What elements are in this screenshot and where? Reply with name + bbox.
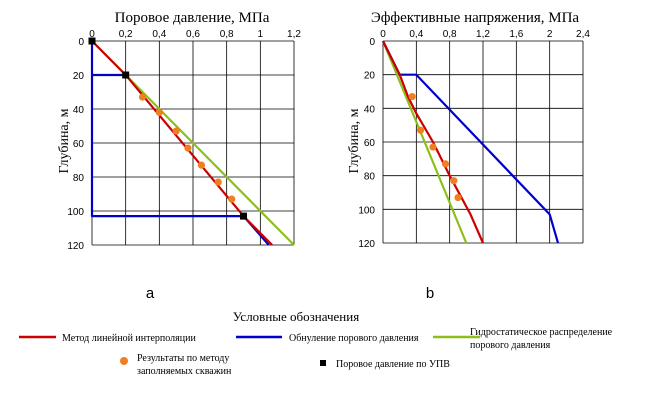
chart-b-x-tick-label: 2 [547, 29, 553, 40]
legend-label-hydro-1: Гидростатическое распределение [470, 327, 613, 338]
chart-a: Поровое давление, МПа 0 0,2 0,4 0,6 0,8 1 1,2 … [57, 10, 301, 302]
chart-b-y-tick-label: 40 [364, 104, 376, 115]
legend-label-wells-1: Результаты по методу [137, 353, 229, 364]
chart-a-point-upv [88, 37, 96, 45]
legend-title: Условные обозначения [233, 309, 359, 324]
legend-label-zeroing: Обнуление порового давления [289, 333, 419, 344]
legend-swatch-wells [120, 357, 128, 365]
chart-b-y-axis-label: Глубина, м [347, 108, 362, 173]
legend-label-wells-2: заполняемых скважин [137, 366, 232, 377]
chart-b: Эффективные напряжения, МПа 0 0,4 0,8 1,2 1,… [347, 10, 590, 302]
chart-a-point-wells [184, 144, 192, 152]
chart-a-point-upv [240, 212, 247, 220]
chart-a-y-tick-label: 120 [67, 241, 84, 252]
chart-b-series [381, 40, 560, 244]
chart-a-y-tick-label: 40 [73, 105, 85, 116]
chart-b-x-tick-label: 2,4 [576, 29, 590, 40]
chart-a-y-tick-label: 80 [73, 173, 85, 184]
chart-b-y-ticks: 0 20 40 60 80 100 120 [358, 37, 375, 250]
chart-b-grid [382, 40, 584, 244]
chart-b-x-tick-label: 0,8 [443, 29, 457, 40]
legend-label-upv: Поровое давление по УПВ [336, 359, 450, 370]
chart-b-y-tick-label: 0 [369, 37, 375, 48]
chart-a-x-tick-label: 0,2 [119, 29, 133, 40]
chart-a-y-tick-label: 20 [73, 71, 85, 82]
chart-a-x-tick-label: 1,2 [287, 29, 301, 40]
chart-a-point-wells [138, 93, 147, 101]
chart-b-y-tick-label: 100 [358, 205, 375, 216]
chart-a-x-tick-label: 0 [89, 29, 95, 40]
chart-b-y-tick-label: 120 [358, 239, 375, 250]
legend: Условные обозначения Метод линейной инте… [19, 309, 613, 377]
chart-b-y-tick-label: 60 [364, 138, 376, 149]
chart-a-point-upv [122, 71, 130, 79]
chart-a-y-ticks: 0 20 40 60 80 100 120 [67, 37, 84, 252]
chart-a-point-wells [155, 108, 163, 116]
chart-a-point-wells [197, 161, 206, 169]
chart-b-point-wells [450, 177, 458, 185]
legend-swatch-upv [320, 360, 326, 366]
chart-b-point-wells [429, 143, 437, 151]
chart-b-point-wells [408, 92, 416, 101]
legend-label-hydro-2: порового давления [470, 340, 551, 351]
chart-b-x-tick-label: 1,2 [476, 29, 490, 40]
chart-b-y-tick-label: 20 [364, 71, 376, 82]
chart-b-y-tick-label: 80 [364, 172, 376, 183]
chart-a-y-axis-label: Глубина, м [57, 108, 72, 173]
chart-b-title: Эффективные напряжения, МПа [371, 10, 580, 26]
chart-b-x-tick-label: 0 [380, 29, 386, 40]
chart-a-x-tick-label: 1 [258, 29, 264, 40]
chart-a-line-interp [91, 40, 273, 246]
chart-a-x-tick-label: 0,8 [220, 29, 234, 40]
chart-a-x-ticks: 0 0,2 0,4 0,6 0,8 1 1,2 [89, 29, 301, 40]
chart-a-point-wells [214, 178, 222, 186]
chart-a-x-tick-label: 0,4 [152, 29, 166, 40]
chart-b-point-wells [454, 193, 462, 202]
chart-b-line-interp [382, 40, 485, 244]
chart-b-point-wells [441, 160, 450, 168]
chart-a-y-tick-label: 0 [78, 37, 84, 48]
chart-b-x-tick-label: 1,6 [509, 29, 523, 40]
legend-label-interp: Метод линейной интерполяции [62, 333, 196, 344]
chart-a-series [88, 37, 295, 246]
chart-a-point-wells [228, 195, 236, 203]
chart-b-x-ticks: 0 0,4 0,8 1,2 1,6 2 2,4 [380, 29, 590, 40]
chart-a-point-wells [172, 127, 180, 135]
chart-a-title: Поровое давление, МПа [115, 10, 270, 26]
chart-a-y-tick-label: 60 [73, 139, 85, 150]
chart-b-line-hydro [381, 40, 468, 244]
chart-b-point-wells [416, 126, 425, 134]
chart-b-x-tick-label: 0,4 [409, 29, 423, 40]
chart-a-panel-label: a [146, 285, 155, 302]
chart-a-x-tick-label: 0,6 [186, 29, 200, 40]
chart-a-y-tick-label: 100 [67, 207, 84, 218]
chart-b-panel-label: b [426, 285, 434, 302]
